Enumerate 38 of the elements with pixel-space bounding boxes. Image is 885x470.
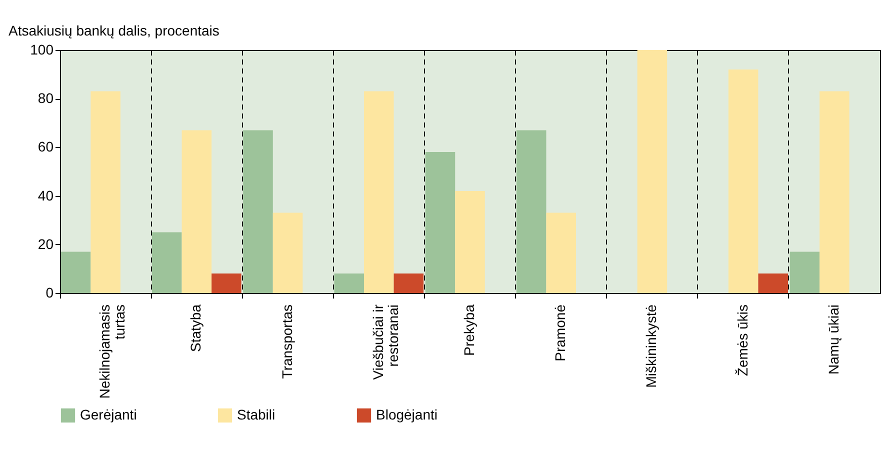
bar xyxy=(758,274,788,293)
x-tick-label: Statyba xyxy=(188,304,204,352)
legend-label: Stabili xyxy=(237,406,276,422)
y-tick-label: 40 xyxy=(38,187,54,204)
x-tick-label: Transportas xyxy=(278,304,295,379)
x-tick-label: Pramonė xyxy=(552,304,568,362)
bar xyxy=(272,212,303,293)
bar xyxy=(152,232,182,293)
bar xyxy=(182,130,212,293)
bar xyxy=(637,50,668,293)
x-tick-label: Namų ūkiai xyxy=(825,304,842,375)
y-tick-label: 60 xyxy=(38,138,54,155)
legend-label: Blogėjanti xyxy=(376,406,438,422)
bar xyxy=(364,91,394,293)
y-tick-label: 100 xyxy=(30,42,54,58)
bar xyxy=(728,69,758,293)
bar xyxy=(90,91,120,293)
x-tick-label: Viešbučiai ir restoranai xyxy=(370,304,401,380)
bar xyxy=(516,130,546,293)
y-tick-label: 80 xyxy=(38,90,54,106)
bar xyxy=(820,91,850,293)
bar xyxy=(790,252,820,293)
x-tick-label: Miškininkystė xyxy=(643,304,660,388)
bar xyxy=(334,274,364,293)
x-tick-label: Nekilnojamasis turtas xyxy=(96,304,128,399)
bar xyxy=(60,252,91,293)
bar xyxy=(546,212,576,293)
y-tick-label: 20 xyxy=(38,236,54,252)
x-tick-label: Žemės ūkis xyxy=(734,304,750,376)
bar xyxy=(243,130,273,293)
bar xyxy=(425,152,456,293)
bar xyxy=(455,190,485,293)
x-tick-label: Prekyba xyxy=(461,304,477,356)
y-axis-title: Atsakiusių bankų dalis, procentais xyxy=(8,22,220,38)
bar xyxy=(212,274,242,293)
y-tick-label: 0 xyxy=(46,284,54,300)
legend-label: Gerėjanti xyxy=(80,406,137,422)
bar xyxy=(394,274,424,293)
